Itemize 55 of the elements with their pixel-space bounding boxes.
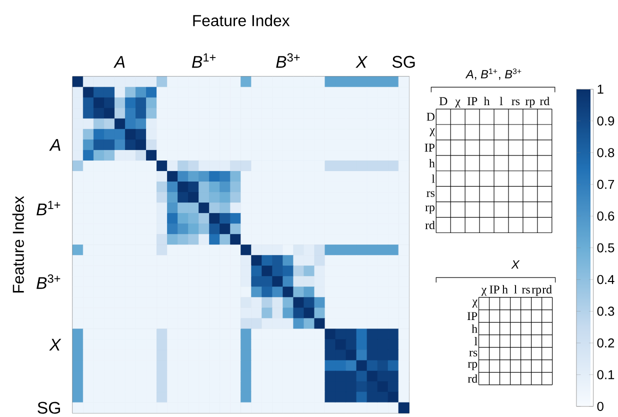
y-tick-label: A bbox=[49, 139, 60, 151]
category-label: l bbox=[432, 174, 435, 183]
y-axis-title: Feature Index bbox=[12, 196, 24, 292]
text: X bbox=[511, 260, 520, 269]
category-label: IP bbox=[467, 97, 478, 106]
category-label: IP bbox=[467, 312, 478, 320]
category-label: χ bbox=[472, 300, 478, 308]
color-bar-label: 0.1 bbox=[597, 370, 614, 380]
category-label: rd bbox=[468, 374, 478, 383]
category-label: IP bbox=[424, 144, 434, 152]
color-bar-label: 0.6 bbox=[597, 212, 614, 221]
x-tick-label: X bbox=[356, 56, 368, 68]
category-label: rp bbox=[525, 99, 535, 108]
category-label: rp bbox=[532, 288, 542, 296]
category-label: rd bbox=[542, 285, 552, 294]
color-bar-label: 0.7 bbox=[597, 180, 614, 189]
y-tick-label: X bbox=[49, 338, 62, 350]
category-label: h bbox=[484, 96, 490, 106]
x-tick-label: A bbox=[114, 56, 125, 68]
category-label: rs bbox=[522, 288, 530, 294]
category-label: rs bbox=[469, 350, 478, 356]
y-tick-label: B$^{1+}$ bbox=[36, 200, 60, 216]
color-bar-label: 0.2 bbox=[597, 338, 614, 348]
color-bar-label: 0 bbox=[597, 402, 604, 411]
category-label: D bbox=[426, 112, 434, 121]
x-axis-title: Feature Index bbox=[193, 14, 290, 26]
category-label: χ bbox=[430, 128, 435, 136]
y-tick-label: SG bbox=[38, 402, 60, 414]
color-bar-label: 1 bbox=[598, 84, 604, 94]
category-label: l bbox=[514, 285, 517, 294]
color-bar-label: 0.9 bbox=[597, 116, 614, 126]
category-label: l bbox=[500, 96, 503, 106]
category-label: rd bbox=[425, 220, 435, 230]
x-tick-label: B$^{1+}$ bbox=[192, 53, 216, 68]
x-tick-label: SG bbox=[392, 56, 415, 68]
category-label: h bbox=[502, 285, 508, 294]
category-label: rs bbox=[512, 99, 520, 106]
category-label: h bbox=[429, 159, 435, 168]
color-bar-label: 0.8 bbox=[597, 148, 614, 158]
category-label: D bbox=[439, 97, 448, 106]
color-bar-label: 0.3 bbox=[597, 306, 614, 316]
category-label: χ bbox=[481, 288, 487, 296]
category-label: h bbox=[472, 324, 478, 333]
category-label: rp bbox=[468, 362, 478, 370]
category-label: rd bbox=[540, 96, 550, 106]
category-label: rs bbox=[426, 191, 435, 197]
text: A, B$^{1+}$, B$^{3+}$ bbox=[465, 68, 522, 80]
category-label: rp bbox=[425, 205, 434, 214]
color-bar-label: 0.5 bbox=[597, 243, 614, 252]
category-label: l bbox=[474, 336, 478, 346]
x-tick-label: B$^{3+}$ bbox=[276, 53, 300, 68]
y-tick-label: B$^{3+}$ bbox=[36, 274, 60, 289]
color-bar-label: 0.4 bbox=[597, 274, 614, 284]
category-label: IP bbox=[490, 286, 500, 294]
category-label: χ bbox=[455, 100, 460, 108]
